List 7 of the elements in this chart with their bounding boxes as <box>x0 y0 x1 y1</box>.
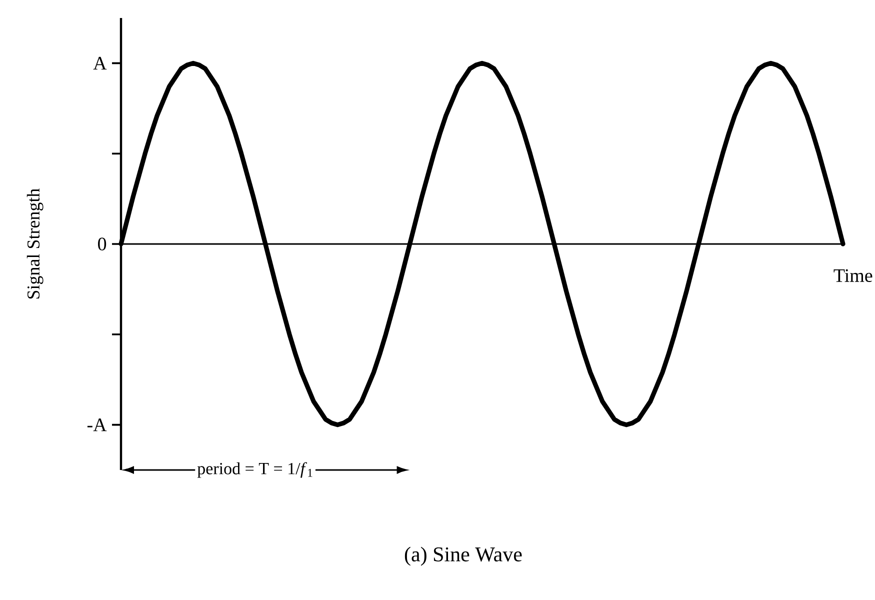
text: (a) Sine Wave <box>404 546 522 566</box>
text: A <box>93 56 107 70</box>
text: -A <box>87 418 107 432</box>
text: period = T = 1/f$_{1}$ <box>197 462 312 478</box>
y-axis-title: Signal Strength <box>26 188 44 299</box>
x-axis-title: Time <box>834 269 872 282</box>
text: 0 <box>98 238 106 250</box>
